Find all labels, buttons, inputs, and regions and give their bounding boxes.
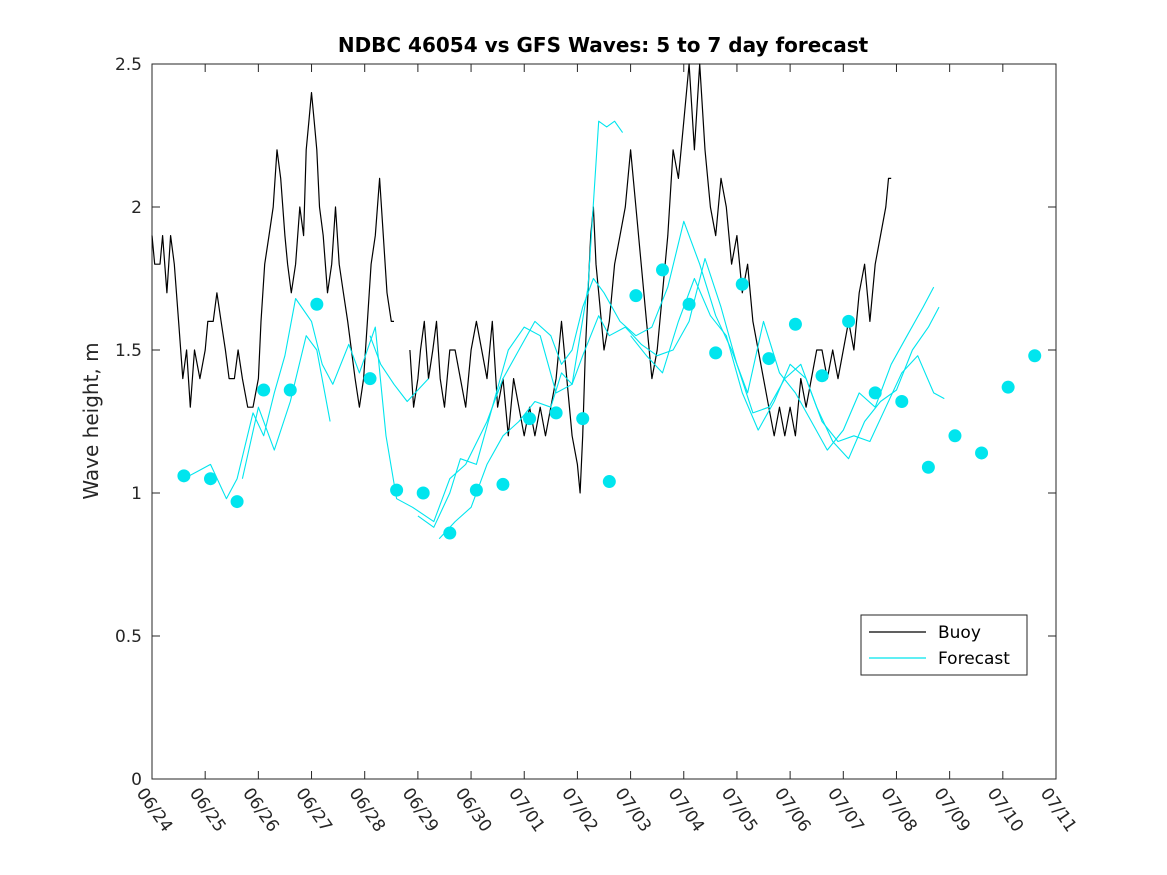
forecast-start-point: [230, 495, 244, 509]
y-tick-label: 0: [131, 770, 142, 790]
forecast-start-point: [443, 526, 457, 540]
forecast-start-point: [975, 446, 989, 460]
y-tick-label: 0.5: [115, 627, 142, 647]
forecast-start-point: [469, 483, 483, 497]
forecast-start-point: [203, 472, 217, 486]
forecast-start-point: [895, 394, 909, 408]
buoy-series-line: [151, 92, 394, 408]
axes-box: [151, 63, 1057, 780]
forecast-start-point: [921, 460, 935, 474]
forecast-start-point: [496, 477, 510, 491]
forecast-start-point: [842, 314, 856, 328]
forecast-start-point: [788, 317, 802, 331]
forecast-series-line: [369, 335, 429, 403]
forecast-start-point: [416, 486, 430, 500]
forecast-start-point: [283, 383, 297, 397]
y-tick-label: 2.5: [115, 55, 142, 75]
forecast-start-point: [629, 289, 643, 303]
forecast-start-point: [762, 352, 776, 366]
forecast-start-point: [655, 263, 669, 277]
chart-title: NDBC 46054 vs GFS Waves: 5 to 7 day fore…: [338, 33, 869, 57]
legend-label: Forecast: [938, 649, 1010, 669]
y-tick-label: 1: [131, 484, 142, 504]
forecast-start-point: [363, 372, 377, 386]
forecast-start-point: [602, 475, 616, 489]
forecast-start-point: [576, 412, 590, 426]
forecast-start-point: [1001, 380, 1015, 394]
forecast-start-point: [815, 369, 829, 383]
forecast-start-point: [390, 483, 404, 497]
forecast-start-point: [257, 383, 271, 397]
forecast-start-point: [177, 469, 191, 483]
y-tick-label: 2: [131, 198, 142, 218]
forecast-start-point: [523, 412, 537, 426]
forecast-start-point: [868, 386, 882, 400]
forecast-start-point: [948, 429, 962, 443]
forecast-series-line: [183, 220, 935, 523]
forecast-start-point: [682, 297, 696, 311]
forecast-series-line: [241, 335, 331, 479]
forecast-start-point: [735, 277, 749, 291]
forecast-start-point: [1028, 349, 1042, 363]
forecast-series-line: [417, 120, 624, 528]
y-axis-label: Wave height, m: [79, 342, 103, 499]
legend-label: Buoy: [938, 623, 981, 643]
forecast-series-line: [438, 257, 940, 540]
forecast-start-point: [310, 297, 324, 311]
forecast-start-point: [549, 406, 563, 420]
legend-box: [860, 614, 1028, 676]
y-tick-label: 1.5: [115, 341, 142, 361]
forecast-start-point: [709, 346, 723, 360]
